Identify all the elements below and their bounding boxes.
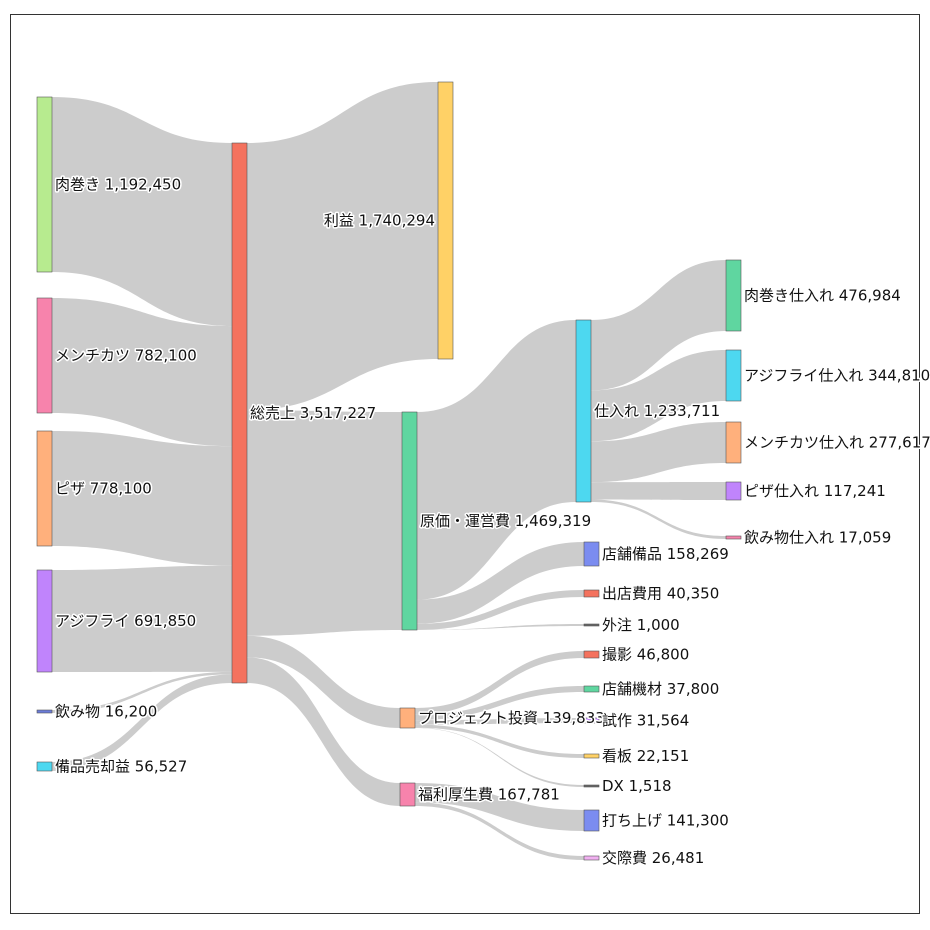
node-p_ajifry[interactable]	[725, 349, 742, 402]
label-party: 打ち上げ 141,300	[602, 812, 729, 830]
label-ajifry: アジフライ 691,850	[55, 612, 196, 630]
label-sign: 看板 22,151	[602, 747, 689, 765]
node-menchi[interactable]	[36, 297, 53, 414]
node-party[interactable]	[583, 809, 600, 832]
link-pizza-to-total	[52, 431, 232, 566]
label-project: プロジェクト投資 139,833	[418, 709, 605, 727]
link-cost-to-outsource	[417, 624, 584, 630]
node-outsource[interactable]	[583, 623, 600, 627]
link-total-to-welfare	[247, 657, 400, 806]
link-welfare-to-social	[415, 802, 584, 860]
link-cost-to-purchase	[417, 320, 576, 600]
node-sign[interactable]	[583, 753, 600, 759]
link-equipsale-to-total	[52, 674, 232, 771]
link-total-to-cost	[247, 410, 402, 636]
node-nikumaki[interactable]	[36, 96, 53, 273]
node-pizza[interactable]	[36, 430, 53, 547]
nodes-layer	[36, 81, 742, 861]
label-p_pizza: ピザ仕入れ 117,241	[744, 482, 886, 500]
node-cost[interactable]	[401, 411, 418, 631]
link-purchase-to-p_drinks	[591, 499, 726, 539]
label-outsource: 外注 1,000	[602, 616, 680, 634]
node-dx[interactable]	[583, 784, 600, 788]
link-nikumaki-to-total	[52, 97, 232, 327]
node-p_nikumaki[interactable]	[725, 259, 742, 332]
node-welfare[interactable]	[399, 782, 416, 807]
label-pizza: ピザ 778,100	[55, 480, 152, 498]
label-total: 総売上 3,517,227	[250, 404, 376, 422]
node-p_drinks[interactable]	[725, 535, 742, 540]
label-drinks: 飲み物 16,200	[55, 703, 157, 721]
label-dx: DX 1,518	[602, 777, 672, 795]
label-purchase: 仕入れ 1,233,711	[594, 402, 720, 420]
node-project[interactable]	[399, 707, 416, 729]
link-drinks-to-total	[52, 671, 232, 713]
node-social[interactable]	[583, 855, 600, 861]
node-profit[interactable]	[437, 81, 454, 360]
node-store_equip[interactable]	[583, 685, 600, 693]
link-project-to-store_equip	[415, 686, 584, 721]
links-layer	[52, 82, 726, 860]
link-total-to-project	[247, 635, 400, 728]
link-purchase-to-p_pizza	[591, 482, 726, 500]
label-social: 交際費 26,481	[602, 849, 704, 867]
label-nikumaki: 肉巻き 1,192,450	[55, 176, 181, 194]
link-project-to-sign	[415, 724, 584, 758]
link-project-to-trial	[415, 718, 584, 725]
label-p_drinks: 飲み物仕入れ 17,059	[744, 529, 891, 547]
node-opening[interactable]	[583, 589, 600, 598]
label-opening: 出店費用 40,350	[602, 585, 719, 603]
node-trial[interactable]	[583, 717, 600, 724]
link-purchase-to-p_ajifry	[591, 350, 726, 442]
node-photo[interactable]	[583, 650, 600, 659]
label-store_items: 店舗備品 158,269	[602, 545, 729, 563]
link-purchase-to-p_nikumaki	[591, 260, 726, 391]
node-total[interactable]	[231, 142, 248, 684]
node-p_menchi[interactable]	[725, 421, 742, 464]
node-equipsale[interactable]	[36, 761, 53, 772]
link-project-to-dx	[415, 727, 584, 787]
link-purchase-to-p_menchi	[591, 422, 726, 483]
node-p_pizza[interactable]	[725, 481, 742, 501]
link-welfare-to-party	[415, 783, 584, 831]
link-menchi-to-total	[52, 298, 232, 447]
chart-frame	[10, 14, 920, 914]
label-p_ajifry: アジフライ仕入れ 344,810	[744, 367, 930, 385]
node-drinks[interactable]	[36, 709, 53, 714]
link-cost-to-store_items	[417, 542, 584, 624]
label-profit: 利益 1,740,294	[324, 212, 435, 230]
label-menchi: メンチカツ 782,100	[55, 347, 197, 365]
link-cost-to-opening	[417, 590, 584, 630]
label-trial: 試作 31,564	[602, 712, 689, 730]
label-p_nikumaki: 肉巻き仕入れ 476,984	[744, 287, 901, 305]
link-project-to-photo	[415, 651, 584, 715]
link-total-to-profit	[247, 82, 438, 411]
label-store_equip: 店舗機材 37,800	[602, 680, 719, 698]
node-ajifry[interactable]	[36, 569, 53, 673]
node-store_items[interactable]	[583, 541, 600, 567]
label-p_menchi: メンチカツ仕入れ 277,617	[744, 434, 930, 452]
label-cost: 原価・運営費 1,469,319	[420, 512, 591, 530]
link-ajifry-to-total	[52, 565, 232, 672]
labels-layer: 肉巻き 1,192,450 メンチカツ 782,100 ピザ 778,100 アジフラ…	[54, 174, 930, 869]
label-welfare: 福利厚生費 167,781	[418, 786, 560, 804]
node-purchase[interactable]	[575, 319, 592, 503]
label-photo: 撮影 46,800	[602, 646, 689, 664]
label-equipsale: 備品売却益 56,527	[55, 758, 187, 776]
